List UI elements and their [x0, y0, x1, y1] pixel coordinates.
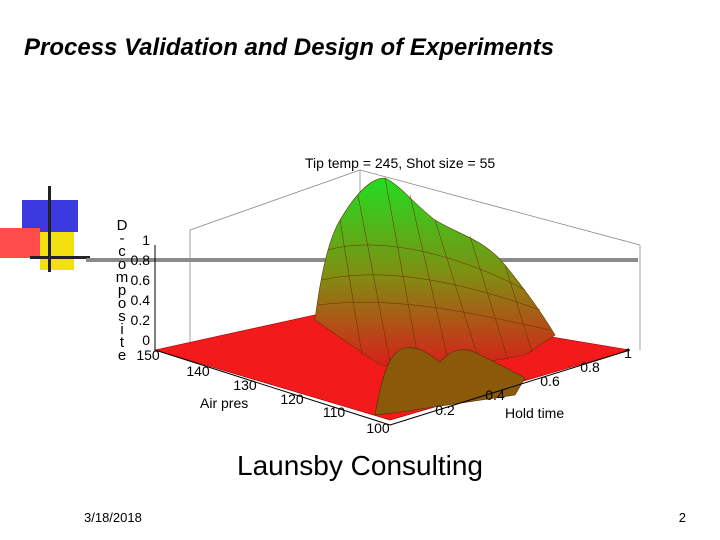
- x-tick-label: 120: [280, 391, 304, 407]
- z-tick-label: 1: [142, 232, 150, 248]
- surface-mesh: [317, 177, 551, 369]
- slide-date: 3/18/2018: [84, 510, 142, 525]
- z-axis-label: D -c o m p o s i t e: [116, 217, 129, 364]
- plot-title: Tip temp = 245, Shot size = 55: [305, 155, 495, 171]
- slide-title: Process Validation and Design of Experim…: [24, 34, 554, 61]
- z-tick-label: 0.6: [131, 272, 151, 288]
- z-tick-label: 0.8: [131, 252, 151, 268]
- y-tick-label: 0.6: [540, 373, 560, 389]
- z-tick-label: 0.2: [131, 312, 151, 328]
- y-tick-label: 1: [624, 345, 632, 361]
- x-tick-label: 110: [323, 404, 346, 420]
- x-tick-label: 150: [136, 347, 160, 363]
- page-number: 2: [678, 510, 686, 525]
- x-tick-label: 100: [366, 420, 390, 436]
- z-tick-label: 0: [142, 332, 150, 348]
- x-axis-label: Air pres: [200, 395, 248, 411]
- y-tick-label: 0.2: [435, 402, 455, 418]
- company-name: Launsby Consulting: [237, 450, 483, 481]
- x-tick-label: 140: [186, 363, 210, 379]
- surface-ridge: [374, 347, 526, 416]
- y-tick-label: 0.8: [580, 359, 600, 375]
- surface-peak: [314, 177, 556, 371]
- x-tick-label: 130: [233, 377, 257, 393]
- z-tick-label: 0.4: [131, 292, 151, 308]
- plot-axes: [154, 245, 631, 426]
- slide-decoration: [0, 186, 90, 272]
- y-axis-label: Hold time: [505, 405, 564, 421]
- y-tick-label: 0.4: [485, 387, 505, 403]
- surface-plot: Tip temp = 245, Shot size = 55 D -c o m p o s i…: [116, 155, 641, 436]
